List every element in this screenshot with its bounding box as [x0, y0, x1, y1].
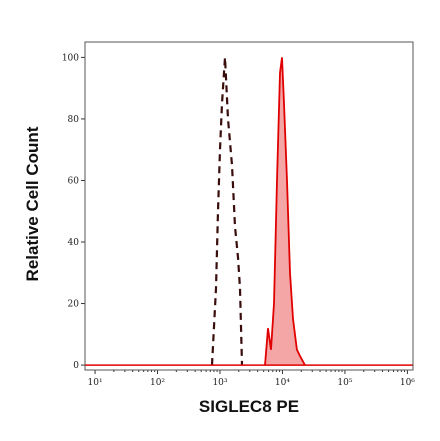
series-area	[264, 57, 305, 366]
series-line	[264, 57, 306, 366]
x-tick-label: 10⁵	[337, 378, 352, 388]
x-tick-label: 10⁴	[275, 378, 290, 388]
x-tick-label: 10⁶	[400, 378, 415, 388]
x-axis-label: SIGLEC8 PE	[199, 397, 299, 416]
y-tick-label: 40	[68, 238, 80, 248]
y-tick-label: 60	[68, 176, 80, 186]
y-axis-label: Relative Cell Count	[23, 126, 42, 281]
y-tick-label: 0	[73, 361, 79, 371]
x-tick-label: 10¹	[88, 378, 103, 388]
y-tick-label: 100	[62, 53, 79, 63]
y-tick-label: 20	[68, 300, 80, 310]
plot-frame	[84, 41, 414, 371]
x-tick-label: 10²	[150, 378, 165, 388]
y-tick-label: 80	[68, 115, 80, 125]
series-line	[210, 57, 244, 366]
x-tick-label: 10³	[212, 378, 227, 388]
